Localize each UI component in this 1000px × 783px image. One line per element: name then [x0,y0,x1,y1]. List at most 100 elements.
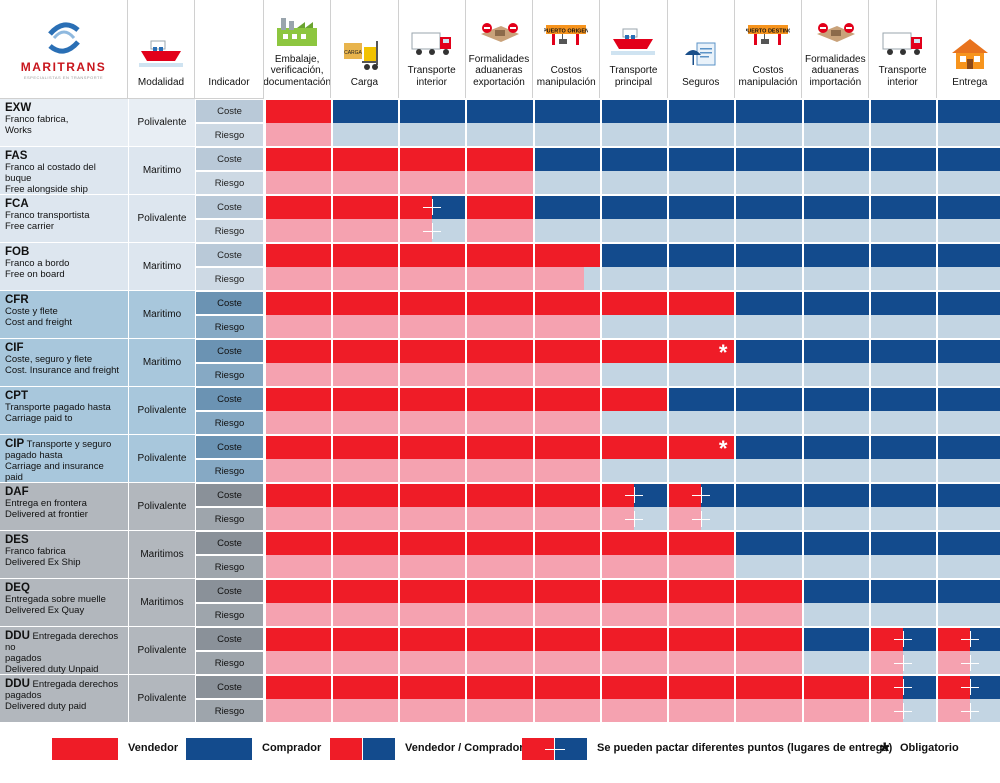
term-desc-line: Delivered at frontier [5,509,88,520]
indicator-risk: Riesgo [195,555,264,579]
term-desc-line: pagados [5,653,42,664]
term-desc-line: Free alongside ship [5,184,88,195]
term-modalidad: Polivalente [128,387,195,435]
bar-risk-vendedor [264,411,601,434]
term-fas: FAS Franco al costado del buque Free along… [0,147,128,195]
term-code: CPT [5,390,28,402]
bar-cost-split [432,196,466,219]
bar-risk-vendedor [264,315,601,338]
split-marker-v [970,631,972,647]
header-col-9: Transporte interior [869,0,937,99]
bar-cost-split [970,628,1000,651]
bar-cost-comprador [264,100,1000,123]
term-modalidad: Polivalente [128,483,195,531]
header-col-label: Entrega [952,76,988,88]
term-fob: FOB Franco a bordo Free on board [0,243,128,291]
bar-risk-split [701,507,735,530]
bar-risk-vendedor [264,555,735,578]
term-code: DDU [5,678,30,690]
logo-globe-icon [47,22,80,54]
term-deq: DEQ Entregada sobre muelle Delivered Ex Qu… [0,579,128,627]
term-code: DDU [5,630,30,642]
column-separator [398,99,401,723]
term-modalidad: Maritimo [128,147,195,195]
bar-risk-vendedor [264,651,1000,674]
bar-cost-split [903,628,937,651]
term-code: FAS [5,150,28,162]
header-modalidad: Modalidad [128,0,195,99]
bar-risk-vendedor [264,123,332,146]
house-icon [948,37,992,71]
bar-cost-vendedor [264,292,735,315]
bar-risk-split [903,699,937,722]
header-col-label: Transporte interior [878,65,927,88]
header-col-label: Transporte interior [407,65,456,88]
indicator-cost: Coste [195,531,264,555]
forklift-carga-icon: CARGA [342,37,386,71]
indicator-cost: Coste [195,675,264,699]
legend-vendedor-comprador-label: Vendedor / Comprador [405,742,524,754]
header-col-label: Carga [350,76,379,88]
split-marker-v [970,679,972,695]
indicator-cost: Coste [195,99,264,123]
bar-cost-comprador-col [802,628,870,651]
term-desc-line: Cost. Insurance and freight [5,365,120,376]
bar-cost-vendedor [264,436,735,459]
truck-icon [881,25,925,59]
term-desc-line: Cost and freight [5,317,73,328]
indicator-risk: Riesgo [195,363,264,387]
term-desc-line: Delivered duty Unpaid [5,664,99,675]
term-desc-line: Entrega en frontera [5,498,87,509]
indicator-risk: Riesgo [195,411,264,435]
term-code: FOB [5,246,30,258]
legend-vc-swatch-buyer [363,738,395,760]
column-separator [868,99,871,723]
term-desc-line: Free carrier [5,221,55,232]
term-modalidad: Maritimo [128,243,195,291]
term-desc-line: pagado hasta [5,450,63,461]
header-col-2: Transporte interior [398,0,466,99]
bar-risk-comprador [264,123,1000,146]
term-desc-line: Delivered Ex Ship [5,557,81,568]
indicator-risk: Riesgo [195,699,264,723]
header-indicador-label: Indicador [208,76,250,88]
term-desc-line: Carriage paid to [5,413,73,424]
row-separator [264,194,1000,196]
split-marker-v [432,223,434,239]
indicator-risk: Riesgo [195,123,264,147]
bar-risk-vendedor [264,363,601,386]
row-separator [264,386,1000,388]
bar-cost-vendedor [264,484,735,507]
bar-cost-split [903,676,937,699]
legend-puntos-label: Se pueden pactar diferentes puntos (luga… [597,742,893,754]
legend-puntos-swatch-buyer [555,738,587,760]
split-marker-v [701,487,703,503]
split-marker-v [970,703,972,719]
column-separator [936,99,939,723]
term-fca: FCA Franco transportista Free carrier [0,195,128,243]
split-marker-v [903,631,905,647]
term-cpt: CPT Transporte pagado hasta Carriage paid … [0,387,128,435]
indicator-cost: Coste [195,579,264,603]
term-desc-line: Coste y flete [5,306,58,317]
indicator-cost: Coste [195,147,264,171]
legend-puntos-marker-v [554,742,555,756]
header-col-10: Entrega [936,0,1000,99]
header-col-label: Formalidades aduaneras exportación [468,53,530,88]
column-separator [801,99,804,723]
bar-cost-vendedor [264,100,332,123]
obligatorio-star: * [718,340,728,365]
indicator-risk: Riesgo [195,603,264,627]
ship-icon [611,25,656,59]
term-ddu: DDU Entregada derechos pagados Delivered d… [0,675,128,723]
term-code: DEQ [5,582,30,594]
row-separator [264,578,1000,580]
indicator-cost: Coste [195,243,264,267]
indicator-cost: Coste [195,291,264,315]
bar-risk-split [970,699,1000,722]
legend-puntos-marker-h [545,749,565,750]
header-col-3: Formalidades aduaneras exportación [465,0,534,99]
row-separator [264,722,1000,724]
term-code: CIF [5,342,24,354]
column-separator [667,99,670,723]
